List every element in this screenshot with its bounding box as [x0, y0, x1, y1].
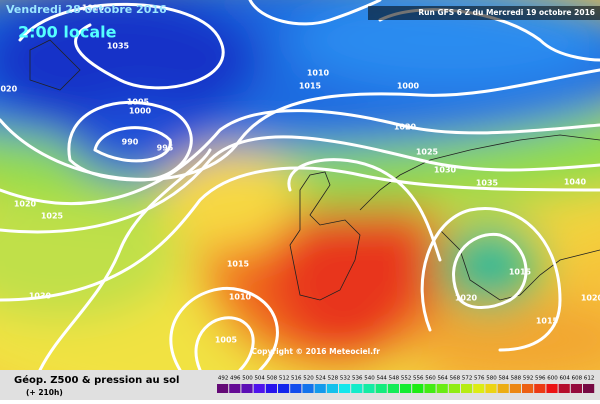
scale-swatch [229, 384, 241, 393]
pressure-label: 990 [122, 138, 139, 147]
scale-label: 584 [498, 376, 509, 382]
pressure-label: 1005 [127, 98, 150, 107]
scale-label: 536 [352, 376, 363, 382]
scale-swatch [534, 384, 546, 393]
scale-swatch [241, 384, 253, 393]
pressure-label: 1035 [476, 179, 499, 188]
pressure-label: 1005 [215, 336, 238, 345]
scale-label: 544 [376, 376, 387, 382]
pressure-label: 1020 [14, 200, 37, 209]
pressure-label: 1020 [0, 85, 18, 94]
scale-label: 588 [511, 376, 522, 382]
pressure-label: 1020 [455, 294, 478, 303]
copyright: Copyright © 2016 Meteociel.fr [251, 347, 380, 356]
pressure-label: 1000 [397, 82, 420, 91]
scale-swatch [351, 384, 363, 393]
pressure-label: 995 [157, 144, 174, 153]
pressure-label: 1040 [564, 178, 587, 187]
scale-label: 524 [315, 376, 326, 382]
scale-label: 500 [242, 376, 253, 382]
scale-swatch [522, 384, 534, 393]
scale-label: 592 [523, 376, 534, 382]
scale-label: 604 [559, 376, 570, 382]
pressure-label: 1015 [299, 82, 322, 91]
scale-label: 512 [279, 376, 290, 382]
date-label: Vendredi 28 octobre 2016 [6, 3, 167, 16]
scale-swatch [558, 384, 570, 393]
pressure-label: 1020 [394, 123, 417, 132]
pressure-labels: 1020103510201010101510001005100099099510… [0, 4, 600, 345]
scale-label: 568 [450, 376, 461, 382]
pressure-label: 1035 [107, 42, 130, 51]
scale-label: 520 [303, 376, 314, 382]
legend-title: Géop. Z500 & pression au sol [14, 374, 179, 386]
pressure-label: 1010 [307, 69, 330, 78]
time-label: 2:00 locale [18, 23, 117, 42]
pressure-label: 1030 [29, 292, 52, 301]
pressure-label: 1015 [509, 268, 532, 277]
scale-label: 548 [389, 376, 400, 382]
scale-label: 552 [401, 376, 412, 382]
pressure-label: 1000 [129, 107, 152, 116]
scale-swatch [583, 384, 595, 393]
scale-label: 612 [584, 376, 595, 382]
scale-label: 496 [230, 376, 241, 382]
scale-label: 560 [425, 376, 436, 382]
scale-label: 572 [462, 376, 473, 382]
scale-label: 516 [291, 376, 302, 382]
scale-swatch [509, 384, 521, 393]
legend-subtitle: (+ 210h) [26, 388, 63, 397]
scale-label: 532 [340, 376, 351, 382]
scale-swatch [217, 384, 229, 393]
scale-swatch [387, 384, 399, 393]
scale-swatch [253, 384, 265, 393]
scale-swatch [339, 384, 351, 393]
scale-swatch [497, 384, 509, 393]
run-banner [368, 6, 600, 20]
scale-label: 608 [572, 376, 583, 382]
scale-label: 580 [486, 376, 497, 382]
scale-label: 600 [547, 376, 558, 382]
scale-label: 504 [254, 376, 265, 382]
scale-swatch [278, 384, 290, 393]
color-scale: 492 496 500 504 508 512 516 520 524 528 532 536 540 5… [217, 376, 595, 393]
scale-swatch [290, 384, 302, 393]
scale-swatch [412, 384, 424, 393]
scale-label: 508 [267, 376, 278, 382]
scale-swatch [436, 384, 448, 393]
scale-swatch [473, 384, 485, 393]
scale-swatch [326, 384, 338, 393]
scale-swatch [461, 384, 473, 393]
scale-label: 596 [535, 376, 546, 382]
scale-label: 492 [218, 376, 229, 382]
scale-swatch [570, 384, 582, 393]
scale-swatch [448, 384, 460, 393]
pressure-label: 1015 [536, 317, 559, 326]
scale-swatch [265, 384, 277, 393]
pressure-label: 1015 [227, 260, 250, 269]
scale-swatch [363, 384, 375, 393]
scale-swatch [400, 384, 412, 393]
scale-swatch [314, 384, 326, 393]
pressure-label: 1010 [229, 293, 252, 302]
scale-swatch [546, 384, 558, 393]
run-label: Run GFS 6 Z du Mercredi 19 octobre 2016 [418, 8, 595, 17]
pressure-label: 1020 [82, 4, 105, 13]
scale-label: 540 [364, 376, 375, 382]
pressure-label: 1030 [434, 166, 457, 175]
pressure-label: 1020 [581, 294, 600, 303]
scale-swatch [302, 384, 314, 393]
scale-swatch [485, 384, 497, 393]
scale-label: 556 [413, 376, 424, 382]
scale-label: 564 [437, 376, 448, 382]
scale-swatch [375, 384, 387, 393]
scale-label: 576 [474, 376, 485, 382]
pressure-label: 1025 [416, 148, 439, 157]
pressure-label: 1025 [41, 212, 64, 221]
scale-swatch [424, 384, 436, 393]
scale-label: 528 [328, 376, 339, 382]
